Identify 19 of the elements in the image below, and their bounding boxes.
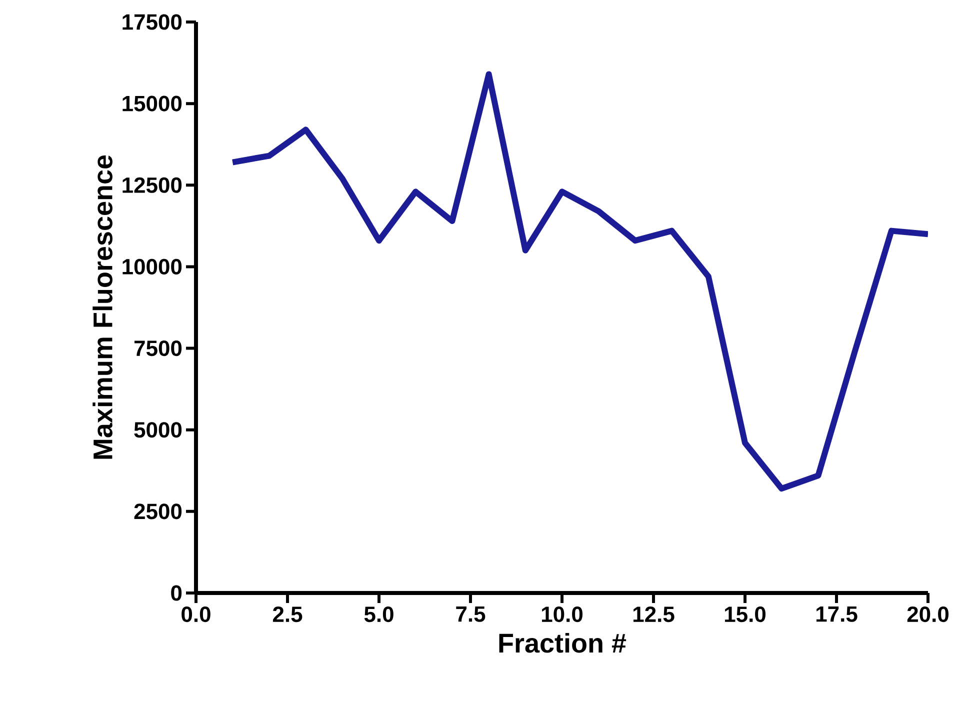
y-tick-label: 15000 — [122, 96, 182, 112]
x-tick-label: 12.5 — [633, 606, 674, 622]
y-axis-title: Maximum Fluorescence — [92, 155, 112, 459]
x-tick-label: 15.0 — [724, 606, 766, 622]
x-tick-label: 20.0 — [907, 606, 949, 622]
y-tick-label: 2500 — [134, 504, 182, 520]
x-tick-label: 5.0 — [364, 606, 394, 622]
x-tick-label: 2.5 — [272, 606, 302, 622]
y-tick-label: 0 — [171, 585, 182, 601]
x-tick-label: 7.5 — [456, 606, 486, 622]
x-axis-title: Fraction # — [499, 632, 626, 653]
x-tick-label: 10.0 — [542, 606, 583, 622]
y-tick-label: 5000 — [134, 422, 182, 438]
x-tick-label: 0.0 — [182, 606, 210, 622]
x-tick-label: 17.5 — [816, 606, 858, 622]
y-tick-label: 12500 — [122, 177, 182, 193]
y-tick-label: 10000 — [122, 258, 182, 274]
y-tick-label: 17500 — [122, 14, 182, 30]
y-tick-label: 7500 — [134, 340, 182, 356]
